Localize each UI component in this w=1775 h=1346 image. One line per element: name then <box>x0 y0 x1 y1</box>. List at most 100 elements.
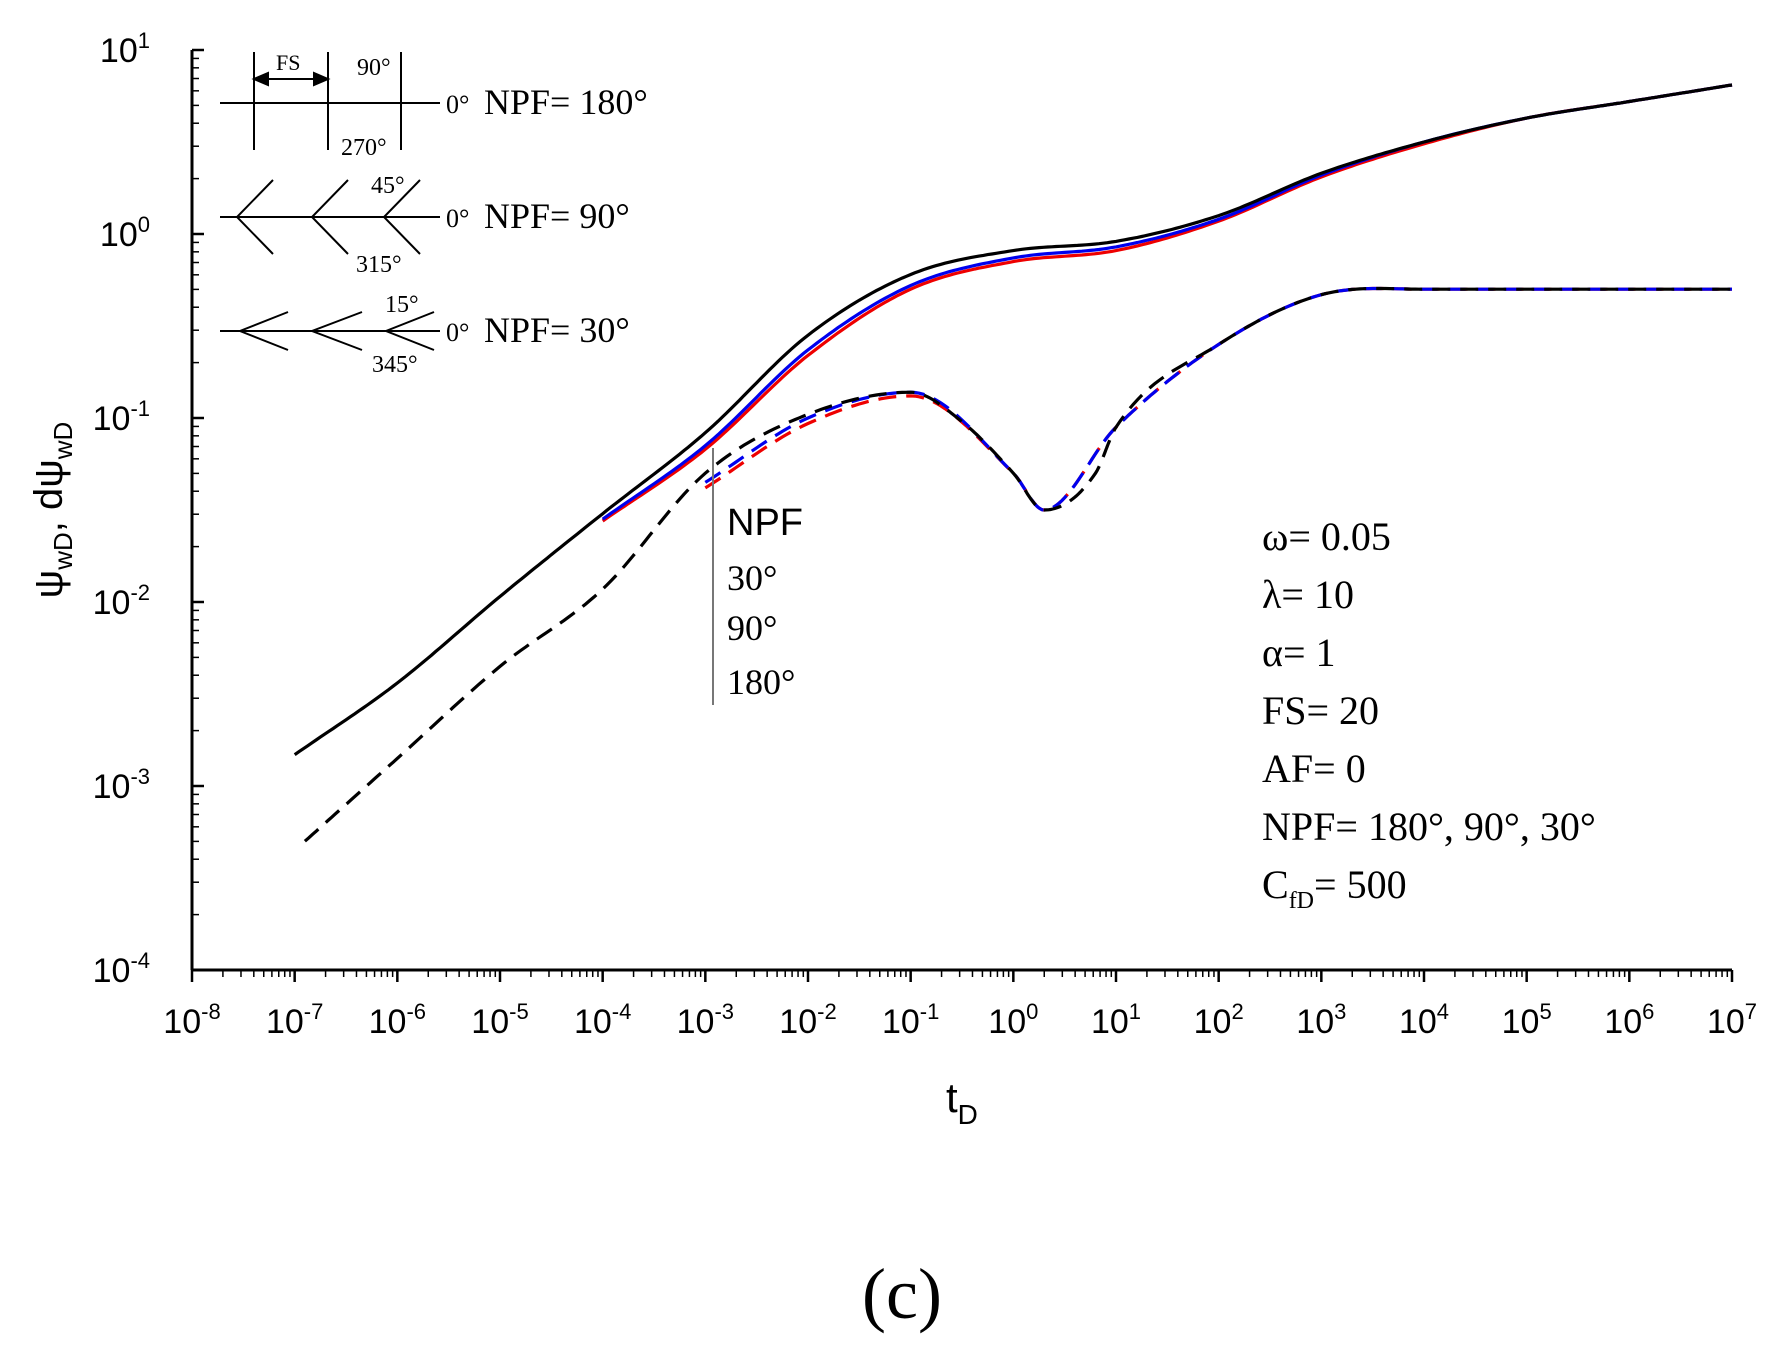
x-tick-exponent: 4 <box>1437 999 1449 1024</box>
y-label-psi: ψ <box>27 570 71 599</box>
x-tick-label: 10-3 <box>677 999 734 1041</box>
npf-marker-item-30: 30° <box>727 558 777 598</box>
x-tick-base: 10 <box>471 1003 509 1041</box>
x-tick-label: 106 <box>1604 999 1654 1041</box>
schematic-npf-180 <box>220 52 440 150</box>
x-tick-label: 103 <box>1296 999 1346 1041</box>
y-tick-exponent: -1 <box>130 396 150 421</box>
panel-label: (c) <box>862 1254 942 1334</box>
x-tick-exponent: -1 <box>920 999 940 1024</box>
x-tick-exponent: -4 <box>612 999 632 1024</box>
x-tick-base: 10 <box>779 1003 817 1041</box>
series-layer <box>293 83 1733 843</box>
x-tick-label: 100 <box>988 999 1038 1041</box>
y-tick-exponent: -4 <box>130 948 150 973</box>
schematic-2-angle-bottom: 315° <box>356 252 402 278</box>
y-label-dpsi: , dψ <box>27 459 71 532</box>
x-tick-base: 10 <box>1194 1003 1232 1041</box>
y-tick-exponent: -3 <box>130 764 150 789</box>
schematic-3-angle-zero: 0° <box>446 318 469 347</box>
param-omega: ω= 0.05 <box>1262 514 1391 559</box>
param-cfd-sub: fD <box>1289 888 1314 914</box>
param-fs: FS= 20 <box>1262 688 1379 733</box>
series-pressure-2 <box>601 83 1733 523</box>
x-tick-label: 104 <box>1399 999 1449 1041</box>
y-tick-label: 10-1 <box>93 396 150 438</box>
x-tick-label: 101 <box>1091 999 1141 1041</box>
schematic-npf-90 <box>220 179 440 255</box>
series-pressure-0 <box>293 83 1733 757</box>
x-tick-base: 10 <box>1502 1003 1540 1041</box>
x-tick-base: 10 <box>1604 1003 1642 1041</box>
y-tick-exponent: 1 <box>138 28 150 53</box>
npf-marker-item-90: 90° <box>727 608 777 648</box>
y-axis-label: ψwD, dψwD <box>27 422 78 599</box>
schematic-npf-30 <box>220 311 440 351</box>
x-tick-base: 10 <box>1707 1003 1745 1041</box>
y-tick-exponent: 0 <box>138 212 150 237</box>
x-tick-base: 10 <box>677 1003 715 1041</box>
series-derivative-4 <box>704 286 1732 512</box>
x-tick-exponent: 2 <box>1231 999 1243 1024</box>
schematic-1-spacing: FS <box>276 50 300 75</box>
schematic-2-angle-top: 45° <box>371 173 405 199</box>
series-derivative-3 <box>303 286 1732 843</box>
y-tick-label: 10-2 <box>93 580 150 622</box>
param-cfd-rest: = 500 <box>1314 862 1407 907</box>
x-tick-label: 10-7 <box>266 999 323 1041</box>
param-lambda: λ= 10 <box>1262 572 1354 617</box>
x-tick-exponent: 5 <box>1539 999 1551 1024</box>
x-tick-label: 10-6 <box>369 999 426 1041</box>
schematic-1-angle-zero: 0° <box>446 90 469 119</box>
schematic-1-angle-top: 90° <box>357 55 391 81</box>
x-tick-base: 10 <box>163 1003 201 1041</box>
y-label-sub-2: wD <box>48 422 78 461</box>
x-tick-exponent: -3 <box>714 999 734 1024</box>
x-label-sub: D <box>958 1099 978 1130</box>
x-tick-exponent: 0 <box>1026 999 1038 1024</box>
x-tick-exponent: -2 <box>817 999 837 1024</box>
series-pressure-1 <box>601 83 1733 521</box>
x-tick-exponent: -6 <box>406 999 426 1024</box>
x-tick-exponent: -7 <box>304 999 324 1024</box>
schematic-2-angle-zero: 0° <box>446 204 469 233</box>
x-tick-label: 10-1 <box>882 999 939 1041</box>
x-tick-base: 10 <box>574 1003 612 1041</box>
schematic-3-angle-bottom: 345° <box>372 352 418 378</box>
y-tick-base: 10 <box>93 952 131 990</box>
x-tick-label: 105 <box>1502 999 1552 1041</box>
y-tick-base: 10 <box>93 768 131 806</box>
y-tick-label: 10-3 <box>93 764 150 806</box>
parameter-block: ω= 0.05 λ= 10 α= 1 FS= 20 AF= 0 NPF= 180… <box>1262 514 1596 914</box>
y-tick-exponent: -2 <box>130 580 150 605</box>
x-tick-base: 10 <box>1296 1003 1334 1041</box>
schematic-3-label: NPF= 30° <box>484 310 630 350</box>
y-label-sub-1: wD <box>48 532 78 571</box>
x-tick-base: 10 <box>369 1003 407 1041</box>
x-tick-base: 10 <box>1399 1003 1437 1041</box>
x-tick-label: 107 <box>1707 999 1757 1041</box>
y-tick-label: 101 <box>100 28 150 70</box>
param-cfd: CfD= 500 <box>1262 862 1407 914</box>
y-tick-label: 10-4 <box>93 948 150 990</box>
x-tick-base: 10 <box>882 1003 920 1041</box>
npf-marker-item-180: 180° <box>727 662 795 702</box>
x-tick-exponent: 3 <box>1334 999 1346 1024</box>
x-tick-exponent: 6 <box>1642 999 1654 1024</box>
x-tick-label: 10-2 <box>779 999 836 1041</box>
schematic-1-angle-bottom: 270° <box>341 135 387 161</box>
param-alpha: α= 1 <box>1262 630 1336 675</box>
schematic-3-angle-top: 15° <box>385 292 419 318</box>
npf-marker-title: NPF <box>727 502 803 544</box>
param-npf: NPF= 180°, 90°, 30° <box>1262 804 1596 849</box>
y-tick-base: 10 <box>93 584 131 622</box>
x-tick-label: 10-8 <box>163 999 220 1041</box>
axis-ticks: 10-8 10-7 10-6 10-5 10-4 10-3 10-2 10-1 100 101 10… <box>93 28 1757 1041</box>
y-tick-base: 10 <box>93 400 131 438</box>
y-tick-base: 10 <box>100 216 138 254</box>
x-label-main: t <box>946 1074 958 1121</box>
x-axis-label: tD <box>946 1074 978 1130</box>
schematic-2-label: NPF= 90° <box>484 196 630 236</box>
y-tick-base: 10 <box>100 32 138 70</box>
